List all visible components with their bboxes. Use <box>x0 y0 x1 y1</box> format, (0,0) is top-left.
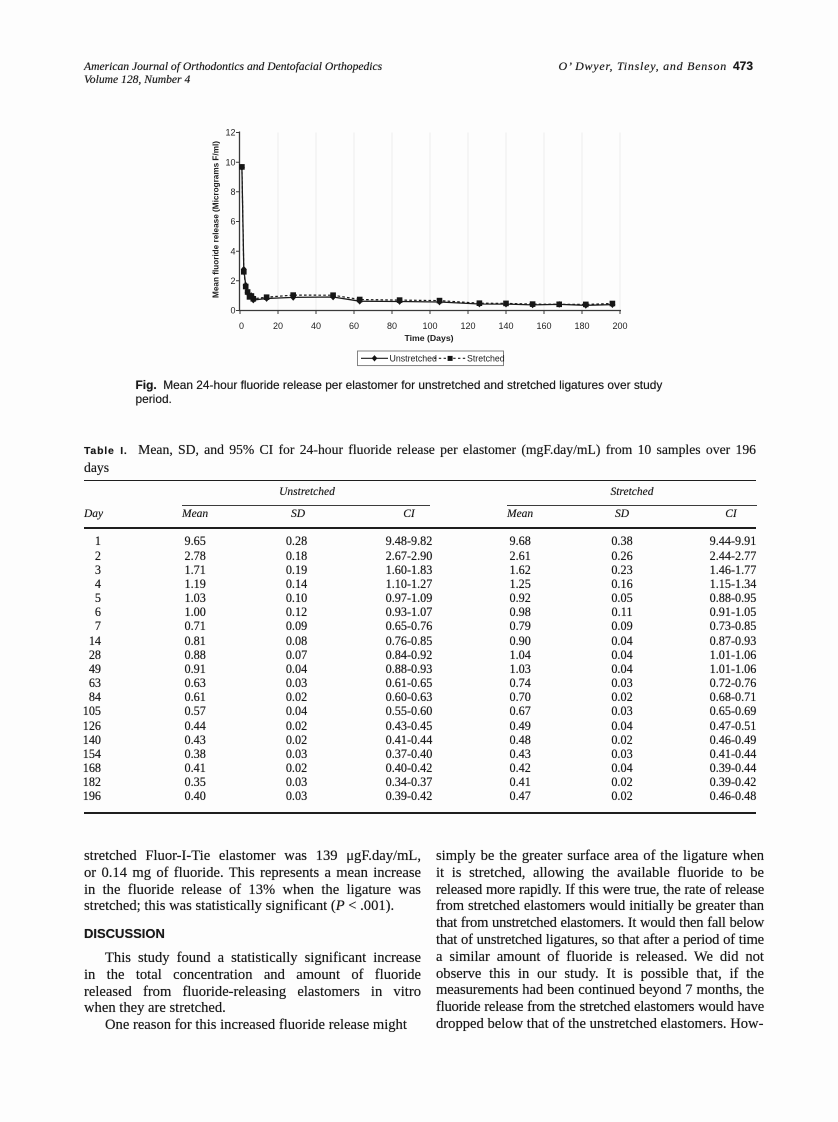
svg-text:200: 200 <box>612 321 627 331</box>
svg-text:60: 60 <box>349 321 359 331</box>
svg-text:100: 100 <box>422 321 437 331</box>
svg-text:2: 2 <box>230 276 235 286</box>
svg-text:Time (Days): Time (Days) <box>404 333 453 343</box>
svg-text:140: 140 <box>498 321 513 331</box>
svg-text:20: 20 <box>273 321 283 331</box>
svg-text:6: 6 <box>230 217 235 227</box>
svg-text:40: 40 <box>311 321 321 331</box>
svg-text:Mean fluoride release (Microgr: Mean fluoride release (Micrograms F/ml) <box>212 141 221 298</box>
svg-text:Stretched: Stretched <box>467 353 505 363</box>
svg-text:0: 0 <box>230 306 235 316</box>
svg-text:Unstretched: Unstretched <box>390 353 438 363</box>
svg-text:12: 12 <box>225 128 235 138</box>
svg-text:80: 80 <box>387 321 397 331</box>
svg-text:180: 180 <box>574 321 589 331</box>
svg-text:120: 120 <box>460 321 475 331</box>
svg-text:4: 4 <box>230 246 235 256</box>
svg-text:160: 160 <box>536 321 551 331</box>
svg-text:8: 8 <box>230 187 235 197</box>
svg-text:0: 0 <box>239 321 244 331</box>
svg-text:10: 10 <box>225 157 235 167</box>
